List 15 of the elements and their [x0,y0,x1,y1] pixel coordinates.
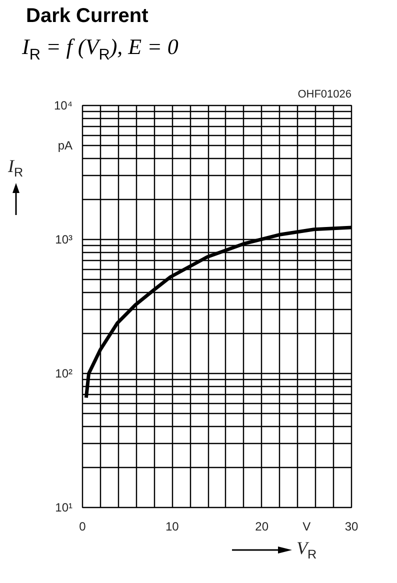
x-tick-label: 0 [79,519,86,534]
y-tick-label: 10⁴ [54,98,73,112]
y-tick-label: 10² [55,366,73,380]
x-tick-label: 20 [255,519,269,534]
x-axis-title: V$_{R}$ [296,538,317,562]
y-tick-label: 10³ [55,232,73,246]
chart-subtitle: I$_{R}$ = f (V$_{R}$), E = 0 [22,34,178,63]
y-tick-label: 10¹ [55,500,73,514]
y-axis-title: I$_{R}$ [7,154,24,182]
text: pA [58,138,73,153]
text: OHF01026 [298,88,352,100]
x-tick-label: 30 [344,519,358,534]
text: V [302,519,311,534]
chart-title: Dark Current [26,5,148,27]
x-tick-label: 10 [165,519,180,534]
